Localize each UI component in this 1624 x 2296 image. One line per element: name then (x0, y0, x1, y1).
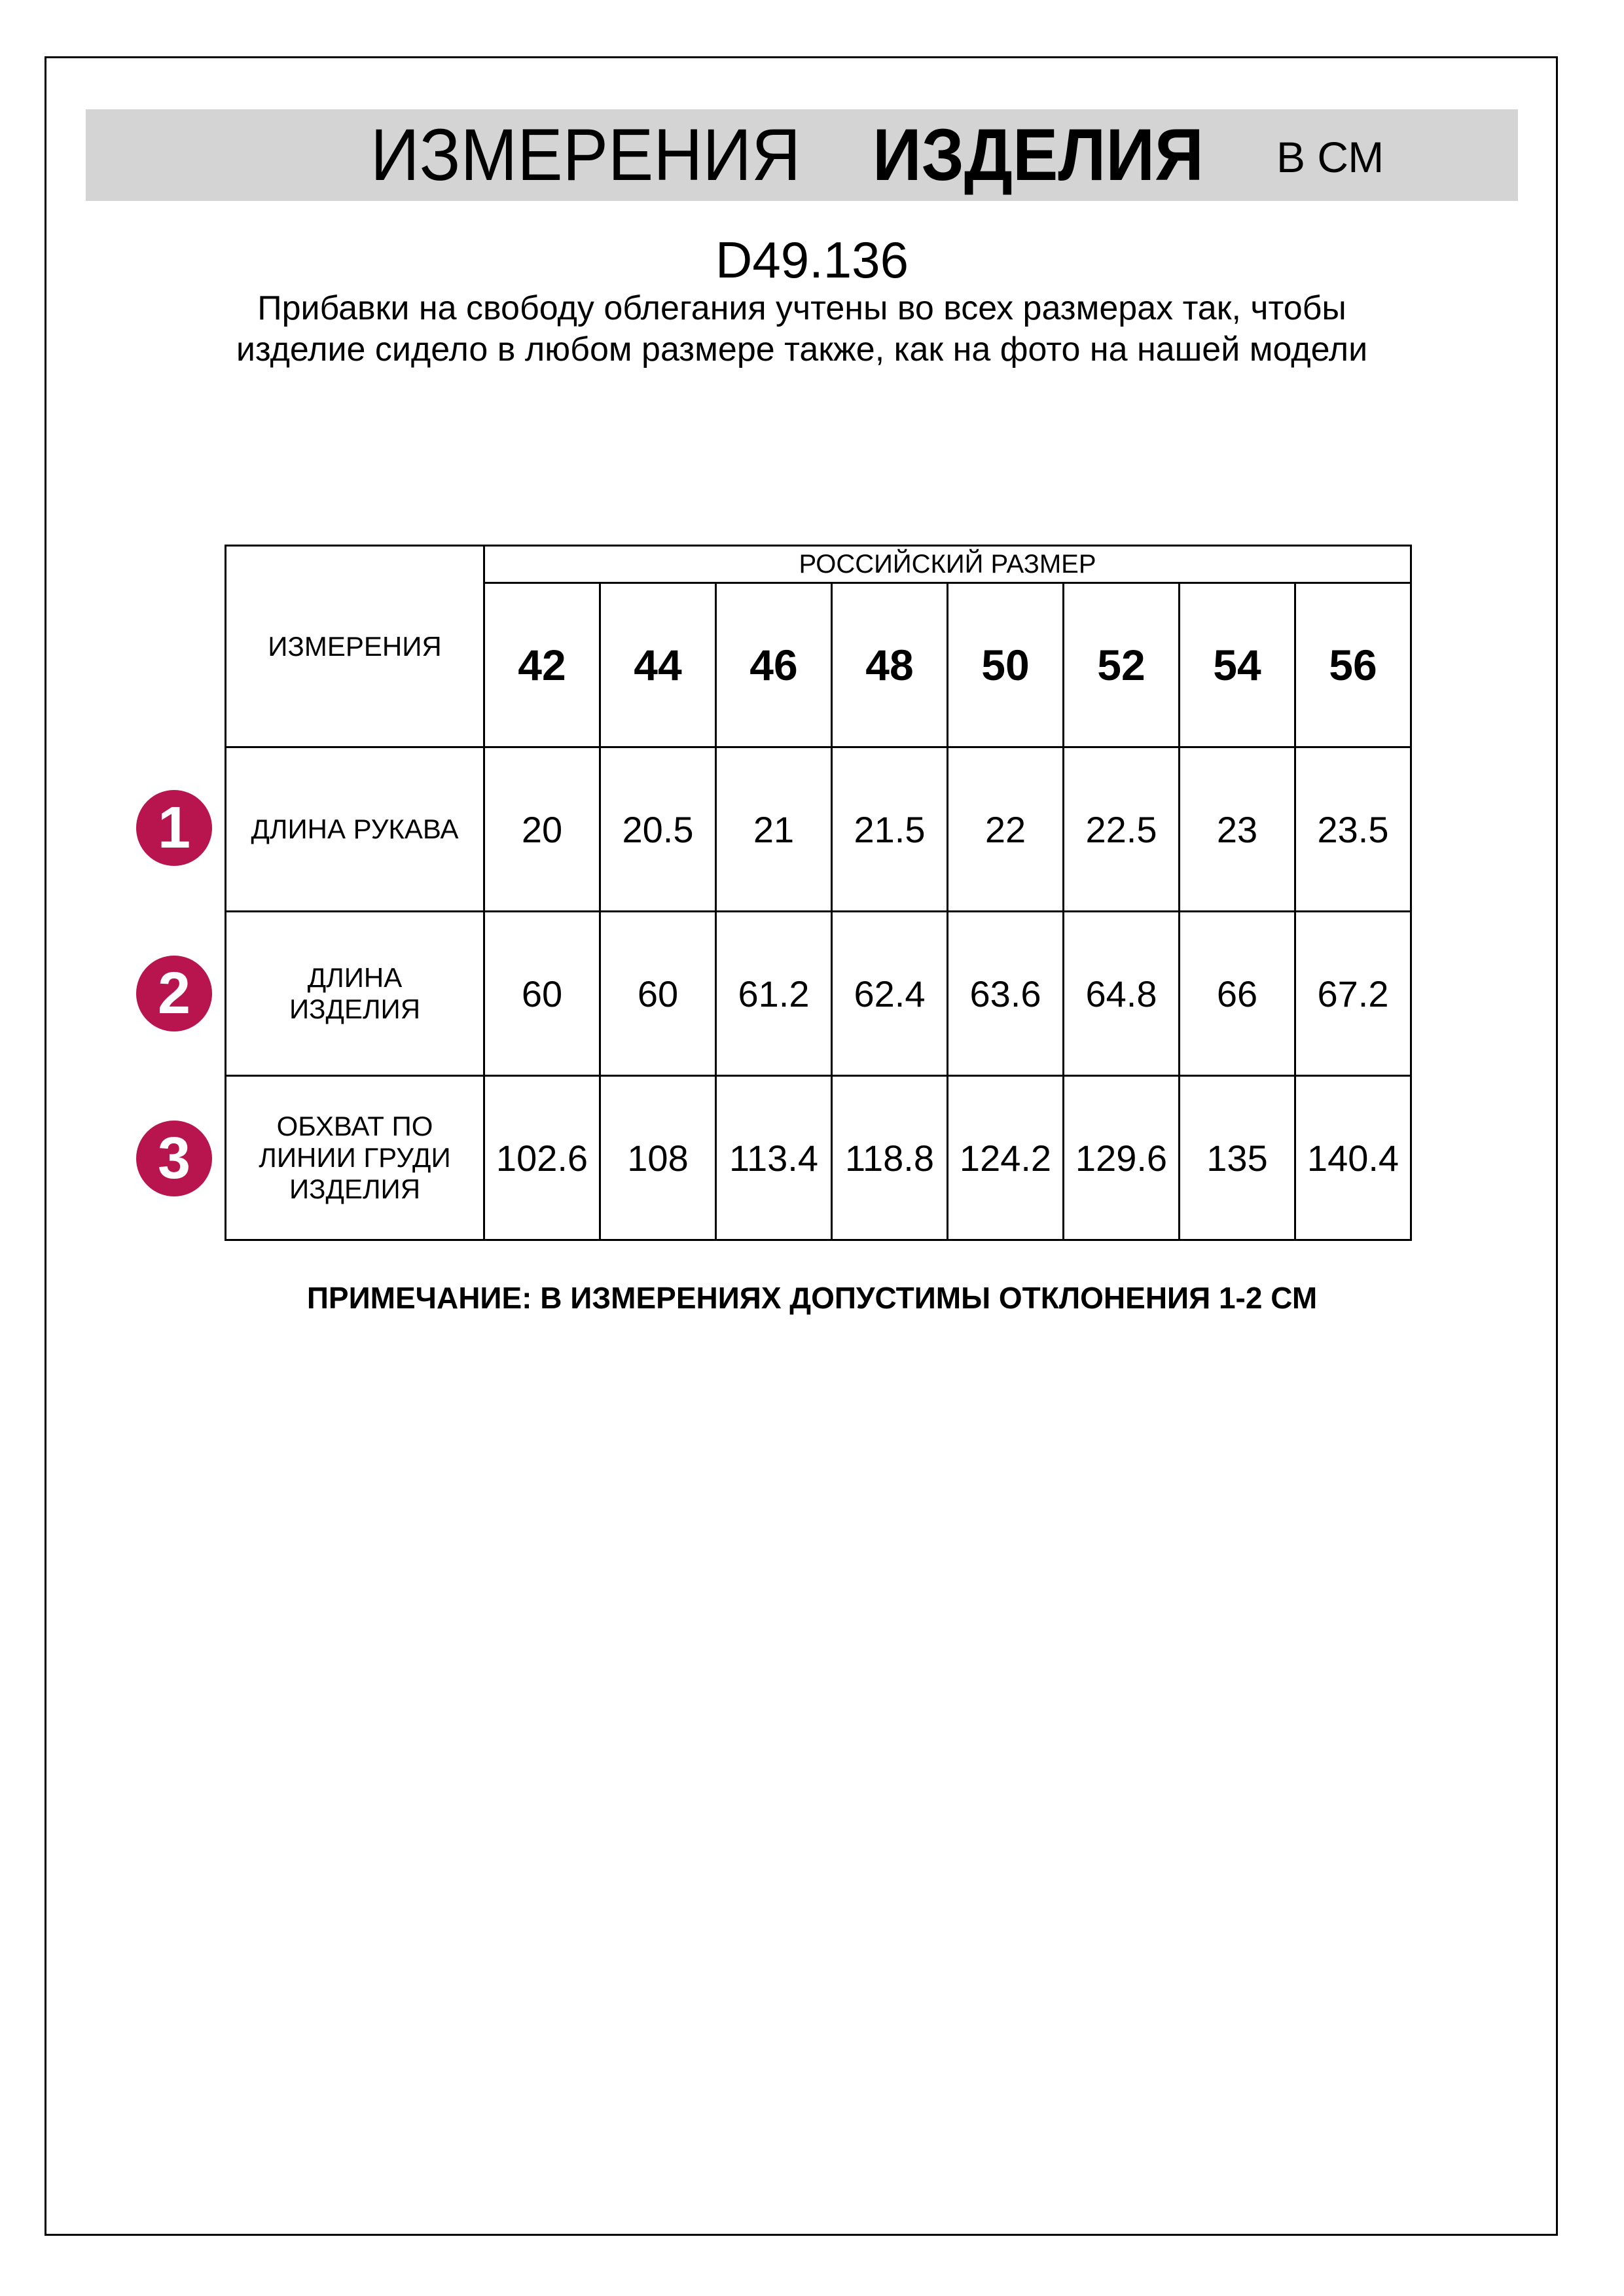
table-row: ОБХВАТ ПО ЛИНИИ ГРУДИ ИЗДЕЛИЯ 102.6 108 113… (225, 1075, 1412, 1241)
value-cell: 102.6 (483, 1075, 601, 1241)
value-cell: 124.2 (947, 1075, 1064, 1241)
page-border (45, 56, 1558, 2236)
value-cell: 23 (1178, 746, 1296, 912)
value-cell: 108 (599, 1075, 717, 1241)
size-header: 56 (1294, 582, 1412, 748)
value-cell: 22 (947, 746, 1064, 912)
value-cell: 60 (599, 910, 717, 1077)
table-row: ДЛИНА ИЗДЕЛИЯ 60 60 61.2 62.4 63.6 64.8 66 67.2 (225, 910, 1412, 1077)
unit-label: в см (1276, 133, 1384, 181)
value-cell: 113.4 (715, 1075, 833, 1241)
row-number-marker: 1 (136, 790, 212, 866)
row-label: ОБХВАТ ПО ЛИНИИ ГРУДИ ИЗДЕЛИЯ (225, 1075, 485, 1241)
description: Прибавки на свободу облегания учтены во … (236, 289, 1368, 368)
value-cell: 129.6 (1062, 1075, 1180, 1241)
value-cell: 20 (483, 746, 601, 912)
row-number-marker: 3 (136, 1121, 212, 1196)
value-cell: 135 (1178, 1075, 1296, 1241)
value-cell: 62.4 (831, 910, 948, 1077)
value-cell: 67.2 (1294, 910, 1412, 1077)
size-header: 54 (1178, 582, 1296, 748)
title-band (86, 109, 1518, 201)
value-cell: 61.2 (715, 910, 833, 1077)
title-regular: ИЗМЕРЕНИЯ (370, 114, 801, 196)
corner-label: ИЗМЕРЕНИЯ (225, 545, 485, 748)
value-cell: 63.6 (947, 910, 1064, 1077)
value-cell: 140.4 (1294, 1075, 1412, 1241)
value-cell: 20.5 (599, 746, 717, 912)
value-cell: 60 (483, 910, 601, 1077)
size-header: 48 (831, 582, 948, 748)
size-header: 42 (483, 582, 601, 748)
value-cell: 22.5 (1062, 746, 1180, 912)
value-cell: 118.8 (831, 1075, 948, 1241)
size-header: 52 (1062, 582, 1180, 748)
table-row: ДЛИНА РУКАВА 20 20.5 21 21.5 22 22.5 23 23.5 (225, 746, 1412, 912)
note: ПРИМЕЧАНИЕ: В ИЗМЕРЕНИЯХ ДОПУСТИМЫ ОТКЛО… (306, 1281, 1318, 1315)
size-header: 50 (947, 582, 1064, 748)
size-table: ИЗМЕРЕНИЯ РОССИЙСКИЙ РАЗМЕР 42 44 46 48 50 52… (225, 545, 1412, 1241)
title-bold: ИЗДЕЛИЯ (873, 114, 1204, 196)
product-code: D49.136 (715, 231, 909, 289)
size-header: 46 (715, 582, 833, 748)
row-label: ДЛИНА ИЗДЕЛИЯ (225, 910, 485, 1077)
row-number-marker: 2 (136, 956, 212, 1031)
value-cell: 21 (715, 746, 833, 912)
value-cell: 23.5 (1294, 746, 1412, 912)
value-cell: 21.5 (831, 746, 948, 912)
value-cell: 66 (1178, 910, 1296, 1077)
size-header: 44 (599, 582, 717, 748)
group-label: РОССИЙСКИЙ РАЗМЕР (483, 545, 1412, 584)
value-cell: 64.8 (1062, 910, 1180, 1077)
row-label: ДЛИНА РУКАВА (225, 746, 485, 912)
